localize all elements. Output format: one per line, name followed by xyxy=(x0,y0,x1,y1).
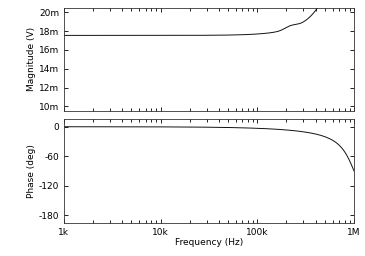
Y-axis label: Phase (deg): Phase (deg) xyxy=(27,144,36,198)
X-axis label: Frequency (Hz): Frequency (Hz) xyxy=(175,238,243,247)
Y-axis label: Magnitude (V): Magnitude (V) xyxy=(27,27,36,91)
